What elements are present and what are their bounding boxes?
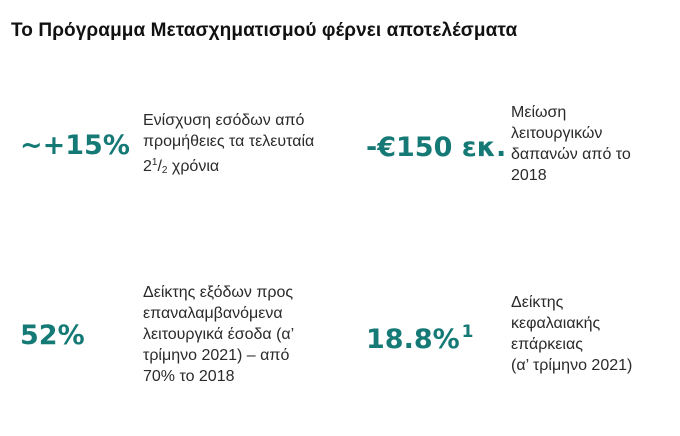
stat-description-line: δαπανών από το [511, 146, 631, 163]
fraction-numerator: 1 [151, 157, 158, 168]
fraction-whole: 2 [143, 158, 152, 175]
stat-description-opex: Μείωση λειτουργικών δαπανών από το 2018 [511, 102, 631, 186]
stat-description-capital-adequacy: Δείκτης κεφαλαιακής επάρκειας (α’ τρίμην… [511, 292, 632, 376]
page-title: Το Πρόγραμμα Μετασχηματισμού φέρνει αποτ… [11, 20, 518, 41]
stat-description-line: τρίμηνο 2021) – από [143, 347, 290, 364]
stat-value-number: 18.8% [366, 324, 460, 355]
stat-description-line: Μείωση [511, 104, 567, 121]
stat-description-cost-income: Δείκτης εξόδων προς επαναλαμβανόμενα λει… [143, 282, 294, 387]
fraction-denominator: 2 [161, 165, 168, 176]
stat-description-line: λειτουργικά έσοδα (α’ [143, 326, 295, 343]
fraction-suffix: χρόνια [167, 158, 220, 175]
stat-value-opex: -€150 εκ. [366, 132, 507, 163]
stat-value-capital-adequacy: 18.8% 1 [366, 322, 474, 355]
stat-description-line: (α’ τρίμηνο 2021) [511, 357, 633, 374]
stat-value-revenue: ~+15% [20, 130, 130, 161]
stat-description-line: προμήθειες τα τελευταία [143, 133, 315, 150]
stat-description-line: Ενίσχυση εσόδων από [143, 112, 305, 129]
stat-description-line: Δείκτης [511, 294, 564, 311]
stat-description-line: επαναλαμβανόμενα [143, 305, 283, 322]
stat-description-line: 21/2 χρόνια [143, 157, 220, 176]
stat-description-line: 2018 [511, 167, 547, 184]
stat-description-line: επάρκειας [511, 336, 583, 353]
footnote-marker: 1 [461, 322, 474, 342]
stat-description-line: 70% το 2018 [143, 368, 235, 385]
stat-value-cost-income: 52% [20, 320, 85, 351]
stat-description-line: Δείκτης εξόδων προς [143, 284, 294, 301]
stat-description-revenue: Ενίσχυση εσόδων από προμήθειες τα τελευτ… [143, 110, 314, 181]
stat-description-line: κεφαλαιακής [511, 315, 601, 332]
stat-description-line: λειτουργικών [511, 125, 603, 142]
